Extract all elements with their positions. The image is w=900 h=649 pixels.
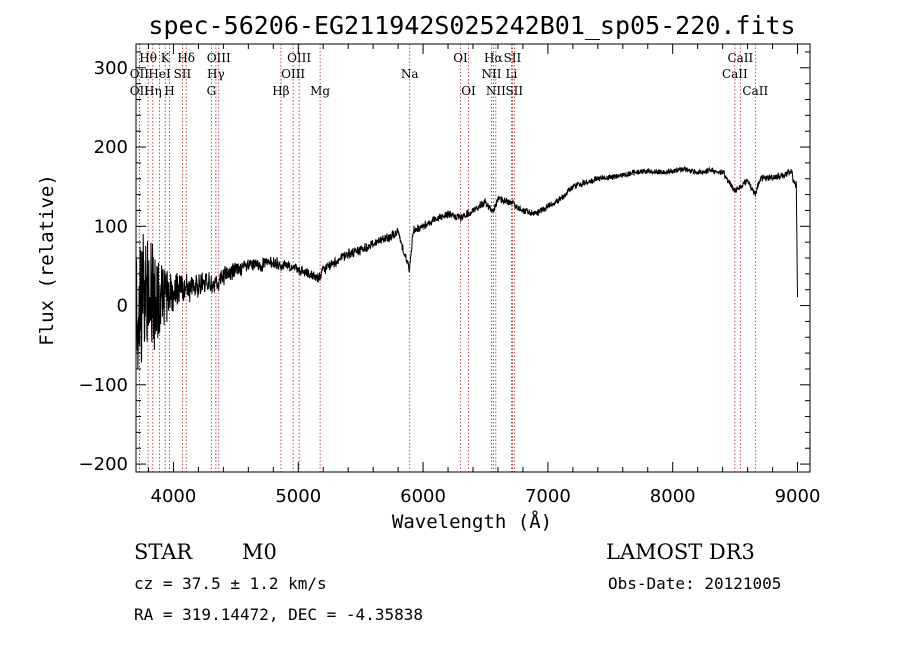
spectral-line-label: Mg (310, 84, 330, 98)
spectral-line-label: H (164, 84, 174, 98)
x-tick-label: 5000 (275, 486, 321, 507)
spectral-line-label: CaII (742, 84, 768, 98)
spectral-line-label: Hδ (177, 51, 195, 65)
x-tick-label: 6000 (400, 486, 446, 507)
spectral-line-markers (138, 44, 756, 472)
y-tick-label: 0 (117, 296, 128, 317)
spectral-line-label: Hη (144, 84, 162, 98)
spectral-line-label: OIII (281, 67, 305, 81)
spectral-line-label: SII (504, 51, 522, 65)
observation-date: Obs-Date: 20121005 (608, 574, 782, 593)
spectral-line-label: Hθ (139, 51, 157, 65)
spectral-line-label: G (207, 84, 217, 98)
y-axis-ticks: −200 −100 0 100 200 300 (79, 51, 810, 475)
y-tick-label: −200 (79, 454, 128, 475)
spectral-line-label: OIII (287, 51, 311, 65)
y-tick-label: −100 (79, 375, 128, 396)
spectral-line-label: SII (174, 67, 192, 81)
spectral-line-label: OI (453, 51, 468, 65)
spectral-line-label: NII (481, 67, 501, 81)
spectral-line-label: OII (130, 67, 150, 81)
y-axis-label: Flux (relative) (36, 174, 58, 346)
spectrum-line (135, 165, 798, 369)
spectral-line-label: OII (130, 84, 150, 98)
x-tick-label: 7000 (525, 486, 571, 507)
x-tick-label: 9000 (775, 486, 821, 507)
object-class: STAR (134, 540, 193, 564)
spectral-line-label: CaII (722, 67, 748, 81)
spectral-line-label: Hα (484, 51, 503, 65)
spectral-line-label: NII (486, 84, 506, 98)
spectral-line-label: Na (401, 67, 419, 81)
x-tick-label: 8000 (650, 486, 696, 507)
x-axis-label: Wavelength (Å) (392, 510, 552, 533)
spectral-line-label: OI (461, 84, 476, 98)
spectral-line-label: HeI (148, 67, 171, 81)
object-subclass: M0 (242, 540, 277, 564)
redshift-readout: cz = 37.5 ± 1.2 km/s (134, 574, 327, 593)
y-tick-label: 200 (94, 137, 128, 158)
y-tick-label: 100 (94, 216, 128, 237)
survey-name: LAMOST DR3 (606, 540, 755, 564)
coordinates-readout: RA = 319.14472, DEC = -4.35838 (134, 605, 423, 624)
spectral-line-label: K (161, 51, 171, 65)
spectral-line-label: OIII (207, 51, 231, 65)
spectral-line-label: SII (505, 84, 523, 98)
spectral-line-label: Hβ (272, 84, 289, 98)
x-tick-label: 4000 (151, 486, 197, 507)
x-axis-ticks: 4000 5000 6000 7000 8000 9000 (147, 44, 821, 507)
y-tick-label: 300 (94, 58, 128, 79)
spectral-line-label: Li (506, 67, 518, 81)
spectral-line-label: CaII (727, 51, 753, 65)
spectral-line-label: Hγ (207, 67, 225, 81)
chart-title: spec-56206-EG211942S025242B01_sp05-220.f… (148, 11, 795, 40)
plot-frame (135, 43, 811, 473)
